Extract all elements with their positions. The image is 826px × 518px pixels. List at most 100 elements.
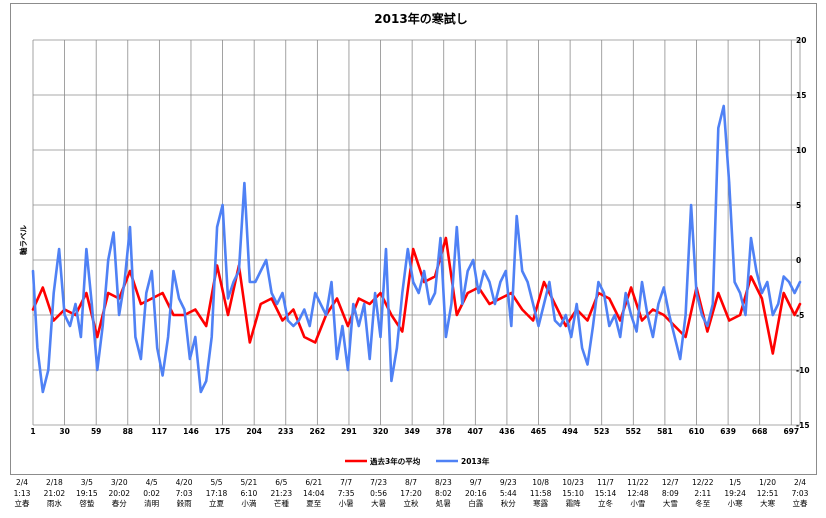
x-tick-label: 146 (183, 427, 199, 436)
solar-term-date: 4/5 (145, 478, 158, 487)
solar-term-date: 9/7 (469, 478, 482, 487)
solar-term: 10/23 15:10 霜降 (549, 478, 597, 510)
chart-title: 2013年の寒試し (374, 11, 467, 26)
solar-term-time: 7:03 (175, 488, 193, 498)
solar-term-time: 14:04 (302, 488, 325, 498)
x-tick-label: 117 (152, 427, 168, 436)
solar-term-name: 立夏 (209, 499, 224, 508)
x-tick-label: 175 (215, 427, 231, 436)
x-tick-label: 291 (341, 427, 357, 436)
solar-term-time: 5:44 (499, 488, 517, 498)
solar-term-date: 3/5 (80, 478, 93, 487)
solar-term-date: 12/7 (661, 478, 679, 487)
solar-term-time: 12:48 (627, 488, 649, 498)
solar-term-time: 2:11 (694, 488, 712, 498)
solar-term-name: 啓蟄 (79, 499, 95, 508)
solar-term-name: 大雪 (662, 499, 678, 508)
x-tick-label: 465 (531, 427, 547, 436)
solar-term-name: 立春 (14, 499, 30, 508)
solar-term-date: 2/18 (45, 478, 63, 487)
solar-term-date: 7/23 (370, 478, 387, 487)
solar-term-date: 5/21 (240, 478, 258, 487)
legend-label: 2013年 (461, 456, 490, 466)
legend: 過去3年の平均 2013年 (345, 456, 490, 466)
solar-term: 3/5 19:15 啓蟄 (63, 478, 111, 510)
solar-term-name: 白露 (468, 499, 484, 508)
solar-term-time: 21:02 (43, 488, 66, 498)
solar-term-name: 芒種 (273, 499, 289, 508)
y-tick-label: 20 (796, 36, 806, 45)
x-tick-label: 30 (59, 427, 69, 436)
x-tick-label: 552 (625, 427, 641, 436)
solar-term-time: 8:09 (661, 488, 679, 498)
solar-term: 11/7 15:14 立冬 (582, 478, 630, 510)
x-tick-label: 436 (499, 427, 515, 436)
solar-term-name: 清明 (144, 499, 160, 508)
x-tick-label: 697 (783, 427, 799, 436)
solar-term-date: 9/23 (499, 478, 517, 487)
solar-term: 5/21 6:10 小満 (225, 478, 273, 510)
solar-term-time: 7:35 (337, 488, 355, 498)
solar-term-time: 1:13 (13, 488, 31, 498)
solar-term: 1/5 19:24 小寒 (711, 478, 759, 510)
solar-term-name: 立秋 (403, 499, 419, 508)
solar-term-name: 大寒 (760, 499, 776, 508)
x-tick-label: 494 (562, 427, 578, 436)
solar-term-name: 春分 (111, 499, 127, 508)
x-tick-label: 581 (657, 427, 673, 436)
solar-term: 9/23 5:44 秋分 (484, 478, 532, 510)
solar-term: 7/7 7:35 小暑 (322, 478, 370, 510)
solar-term-name: 夏至 (306, 499, 322, 508)
x-tick-label: 320 (373, 427, 389, 436)
solar-term-date: 10/23 (562, 478, 584, 487)
solar-term: 3/20 20:02 春分 (95, 478, 143, 510)
solar-term-name: 処暑 (435, 499, 451, 508)
x-tick-label: 262 (310, 427, 326, 436)
solar-term: 12/22 2:11 冬至 (679, 478, 727, 510)
x-tick-label: 1 (30, 427, 35, 436)
solar-term-date: 6/21 (305, 478, 323, 487)
solar-term-time: 0:56 (370, 488, 387, 498)
solar-term: 9/7 20:16 白露 (452, 478, 500, 510)
solar-term-date: 1/5 (729, 478, 742, 487)
series-lines (31, 104, 802, 394)
x-axis-ticks: 1 30 59 88 117 146 175 204 233 262 291 320 349 378 407… (30, 427, 799, 436)
solar-term-name: 穀雨 (176, 499, 192, 508)
solar-term-time: 6:10 (240, 488, 258, 498)
solar-term-name: 小雪 (630, 499, 646, 508)
solar-term: 2/4 7:03 立春 (776, 478, 824, 510)
solar-term: 8/7 17:20 立秋 (387, 478, 435, 510)
y-axis-label: 軸ラベル (18, 225, 28, 255)
solar-term-name: 小寒 (727, 499, 743, 508)
x-tick-label: 639 (720, 427, 736, 436)
solar-term-time: 15:10 (562, 488, 584, 498)
solar-term-date: 4/20 (175, 478, 193, 487)
solar-term-date: 2/4 (793, 478, 807, 487)
solar-term-name: 大暑 (371, 499, 387, 508)
solar-term-date: 8/7 (404, 478, 418, 487)
solar-term-date: 10/8 (532, 478, 550, 487)
solar-term-date: 8/23 (434, 478, 452, 487)
x-tick-label: 610 (689, 427, 705, 436)
solar-term-time: 20:02 (108, 488, 131, 498)
y-tick-label: -10 (796, 366, 810, 375)
solar-term: 4/20 7:03 穀雨 (160, 478, 208, 510)
solar-term-date: 1/20 (759, 478, 776, 487)
solar-term-name: 冬至 (695, 499, 711, 508)
solar-term-time: 15:14 (594, 488, 617, 498)
legend-label: 過去3年の平均 (370, 456, 421, 466)
solar-term-time: 19:24 (724, 488, 746, 498)
y-tick-label: 5 (796, 201, 801, 210)
x-tick-label: 204 (246, 427, 262, 436)
y-tick-label: 0 (796, 256, 801, 265)
solar-term-time: 17:18 (205, 488, 228, 498)
x-tick-label: 407 (468, 427, 484, 436)
solar-term-date: 7/7 (340, 478, 353, 487)
x-tick-label: 233 (278, 427, 294, 436)
x-tick-label: 523 (594, 427, 610, 436)
solar-term-date: 5/5 (210, 478, 223, 487)
solar-term-date: 11/22 (627, 478, 649, 487)
x-tick-label: 59 (91, 427, 101, 436)
solar-term-time: 12:51 (756, 488, 779, 498)
solar-term-date: 6/5 (275, 478, 288, 487)
